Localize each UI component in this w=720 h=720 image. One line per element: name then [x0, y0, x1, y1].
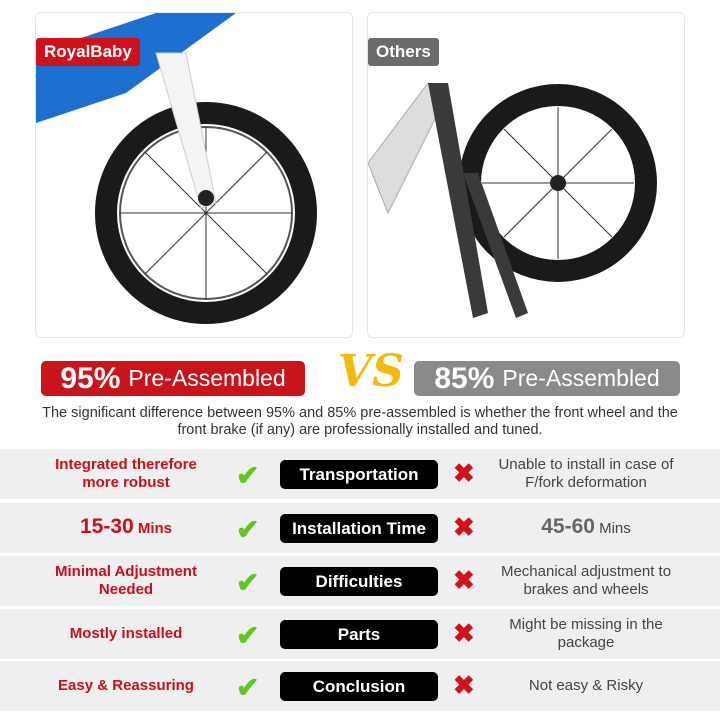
cross-icon: ✖: [453, 512, 475, 542]
comparison-row: 15-30 Mins ✔ Installation Time ✖ 45-60 M…: [0, 503, 720, 553]
cross-icon: ✖: [453, 458, 475, 488]
royalbaby-value: Minimal Adjustment Needed: [55, 563, 197, 598]
royalbaby-time-unit: Mins: [137, 520, 173, 537]
royalbaby-value: Integrated therefore more robust: [55, 456, 197, 491]
royalbaby-bike-photo: RoyalBaby: [35, 12, 353, 338]
royalbaby-time: 15-30: [79, 515, 134, 538]
royalbaby-banner-label: Pre-Assembled: [128, 365, 286, 391]
cross-icon: ✖: [453, 670, 475, 700]
comparison-row: Minimal Adjustment Needed ✔ Difficulties…: [0, 556, 720, 606]
others-badge: Others: [368, 38, 439, 66]
royalbaby-value: Mostly installed: [69, 625, 183, 642]
category-label: Installation Time: [280, 514, 438, 543]
comparison-row: Easy & Reassuring ✔ Conclusion ✖ Not eas…: [0, 661, 720, 711]
royalbaby-value: 15-30 Mins: [36, 503, 216, 553]
others-value: 45-60 Mins: [486, 503, 686, 553]
others-value: Mechanical adjustment to brakes and whee…: [500, 563, 672, 598]
check-icon: ✔: [236, 514, 260, 545]
others-value: Unable to install in case of F/fork defo…: [498, 456, 674, 491]
others-percent: 85%: [434, 361, 495, 395]
category-label: Conclusion: [280, 672, 438, 701]
cross-icon: ✖: [453, 618, 475, 648]
others-wheel-image: [368, 82, 657, 318]
cross-icon: ✖: [453, 565, 475, 595]
royalbaby-badge: RoyalBaby: [36, 38, 140, 66]
royalbaby-preassembled-banner: 95% Pre-Assembled: [41, 361, 305, 396]
check-icon: ✔: [236, 620, 260, 651]
others-time: 45-60: [541, 515, 595, 538]
comparison-row: Mostly installed ✔ Parts ✖ Might be miss…: [0, 609, 720, 659]
others-time-unit: Mins: [599, 520, 631, 537]
category-label: Transportation: [280, 460, 438, 489]
comparison-row: Integrated therefore more robust ✔ Trans…: [0, 449, 720, 499]
category-label: Difficulties: [280, 567, 438, 596]
others-preassembled-banner: 85% Pre-Assembled: [414, 361, 680, 396]
royalbaby-percent: 95%: [60, 361, 121, 395]
check-icon: ✔: [236, 460, 260, 491]
check-icon: ✔: [236, 567, 260, 598]
check-icon: ✔: [236, 672, 260, 703]
others-value: Not easy & Risky: [528, 677, 644, 694]
royalbaby-value: Easy & Reassuring: [58, 677, 194, 694]
others-banner-label: Pre-Assembled: [502, 365, 660, 391]
others-value: Might be missing in the package: [509, 616, 663, 651]
description: The significant difference between 95% a…: [42, 405, 678, 438]
category-label: Parts: [280, 620, 438, 649]
vs-label: VS: [338, 346, 404, 397]
others-bike-photo: Others: [367, 12, 685, 338]
